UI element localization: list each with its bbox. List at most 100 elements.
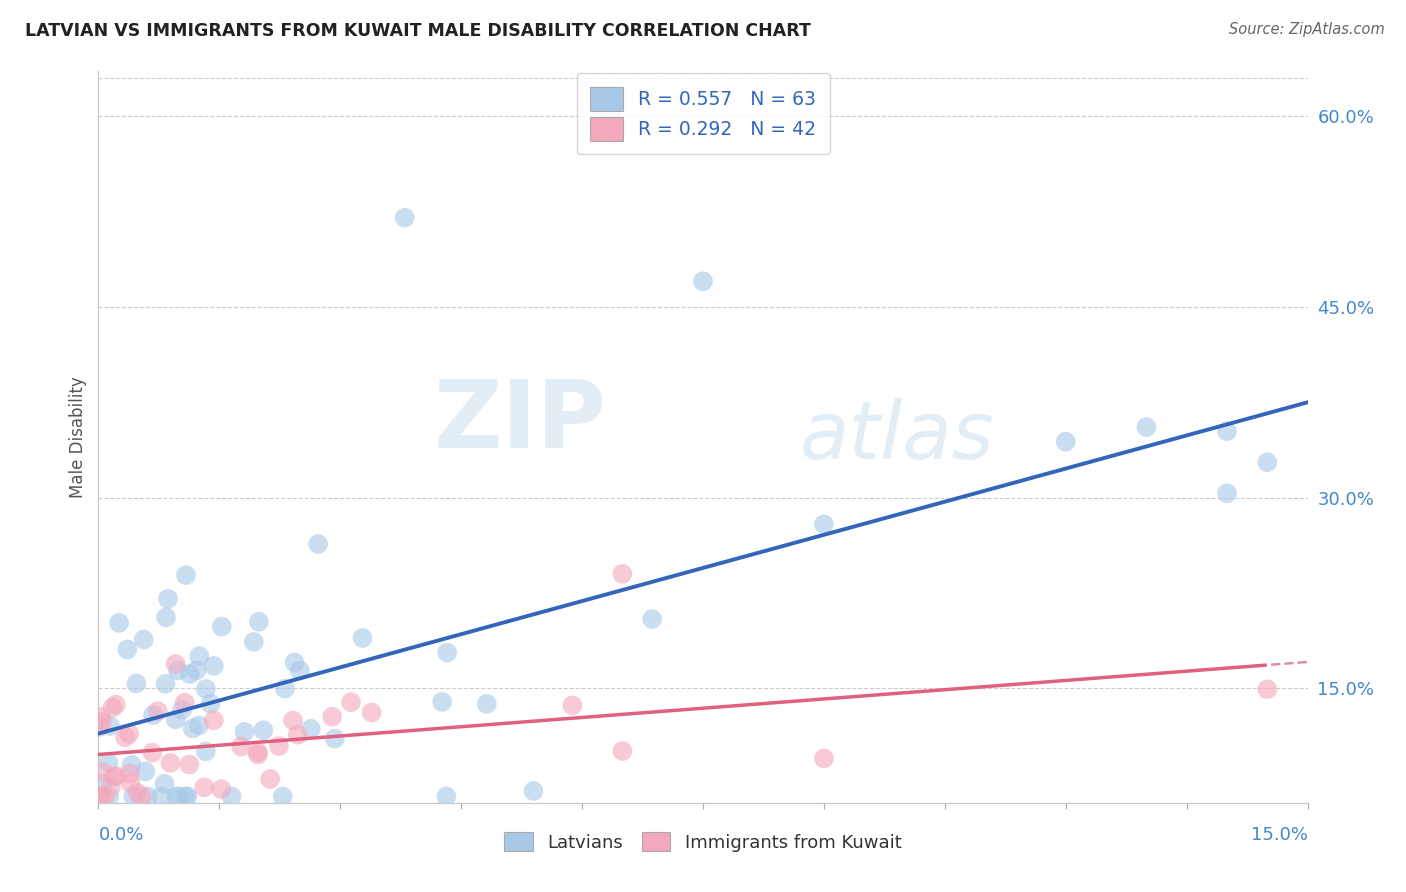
Point [430, 695, 453, 709]
Point [142, 708, 165, 723]
Point [167, 789, 190, 804]
Point [97, 756, 120, 770]
Text: 15.0%: 15.0% [1250, 826, 1308, 844]
Point [91, 764, 114, 779]
Point [118, 727, 141, 741]
Point [98, 719, 121, 733]
Point [193, 780, 215, 795]
Point [132, 632, 155, 647]
Legend: R = 0.557   N = 63, R = 0.292   N = 42: R = 0.557 N = 63, R = 0.292 N = 42 [576, 73, 830, 154]
Point [186, 664, 208, 678]
Point [200, 697, 222, 711]
Point [134, 764, 156, 779]
Point [1256, 455, 1278, 469]
Point [233, 724, 256, 739]
Point [259, 772, 281, 786]
Point [90, 714, 112, 729]
Point [274, 681, 297, 696]
Point [283, 656, 305, 670]
Point [188, 718, 211, 732]
Point [1135, 420, 1157, 434]
Legend: Latvians, Immigrants from Kuwait: Latvians, Immigrants from Kuwait [495, 822, 911, 861]
Text: atlas: atlas [800, 398, 994, 476]
Point [612, 744, 634, 758]
Point [105, 769, 128, 783]
Point [120, 776, 142, 790]
Point [174, 568, 197, 582]
Point [165, 789, 187, 804]
Text: ZIP: ZIP [433, 376, 606, 468]
Point [100, 780, 122, 794]
Point [202, 658, 225, 673]
Point [307, 537, 329, 551]
Point [271, 789, 294, 804]
Point [299, 722, 322, 736]
Point [211, 619, 233, 633]
Point [1054, 434, 1077, 449]
Point [121, 758, 143, 772]
Point [104, 698, 127, 712]
Point [146, 704, 169, 718]
Point [136, 789, 159, 804]
Text: 0.0%: 0.0% [98, 826, 143, 844]
Point [813, 517, 835, 532]
Point [167, 664, 190, 678]
Point [165, 657, 187, 671]
Point [174, 789, 197, 804]
Point [360, 706, 382, 720]
Point [641, 612, 664, 626]
Point [246, 745, 269, 759]
Point [155, 610, 177, 624]
Point [321, 709, 343, 723]
Point [118, 766, 141, 780]
Point [194, 744, 217, 758]
Point [98, 789, 121, 804]
Point [247, 615, 270, 629]
Point [153, 777, 176, 791]
Point [323, 731, 346, 746]
Point [209, 782, 232, 797]
Point [155, 677, 177, 691]
Point [103, 770, 125, 784]
Point [194, 681, 217, 696]
Point [394, 211, 416, 225]
Point [176, 789, 198, 804]
Point [117, 642, 139, 657]
Y-axis label: Male Disability: Male Disability [69, 376, 87, 498]
Point [340, 695, 363, 709]
Point [436, 789, 458, 804]
Point [91, 777, 114, 791]
Point [1216, 486, 1239, 500]
Text: Source: ZipAtlas.com: Source: ZipAtlas.com [1229, 22, 1385, 37]
Point [522, 784, 544, 798]
Point [561, 698, 583, 713]
Point [159, 756, 181, 770]
Point [179, 757, 201, 772]
Point [202, 714, 225, 728]
Point [94, 789, 117, 804]
Point [287, 728, 309, 742]
Point [288, 664, 311, 678]
Point [165, 713, 187, 727]
Point [243, 635, 266, 649]
Point [127, 786, 149, 800]
Point [692, 274, 714, 288]
Point [1256, 682, 1278, 697]
Point [150, 789, 173, 804]
Point [114, 730, 136, 744]
Point [221, 789, 243, 804]
Point [90, 710, 112, 724]
Point [181, 722, 204, 736]
Point [89, 720, 111, 734]
Point [89, 789, 111, 804]
Point [475, 697, 498, 711]
Point [267, 739, 290, 753]
Point [90, 789, 112, 804]
Point [125, 676, 148, 690]
Point [246, 747, 269, 762]
Point [141, 746, 163, 760]
Point [352, 631, 374, 645]
Point [131, 789, 153, 804]
Point [179, 667, 201, 681]
Point [172, 703, 194, 717]
